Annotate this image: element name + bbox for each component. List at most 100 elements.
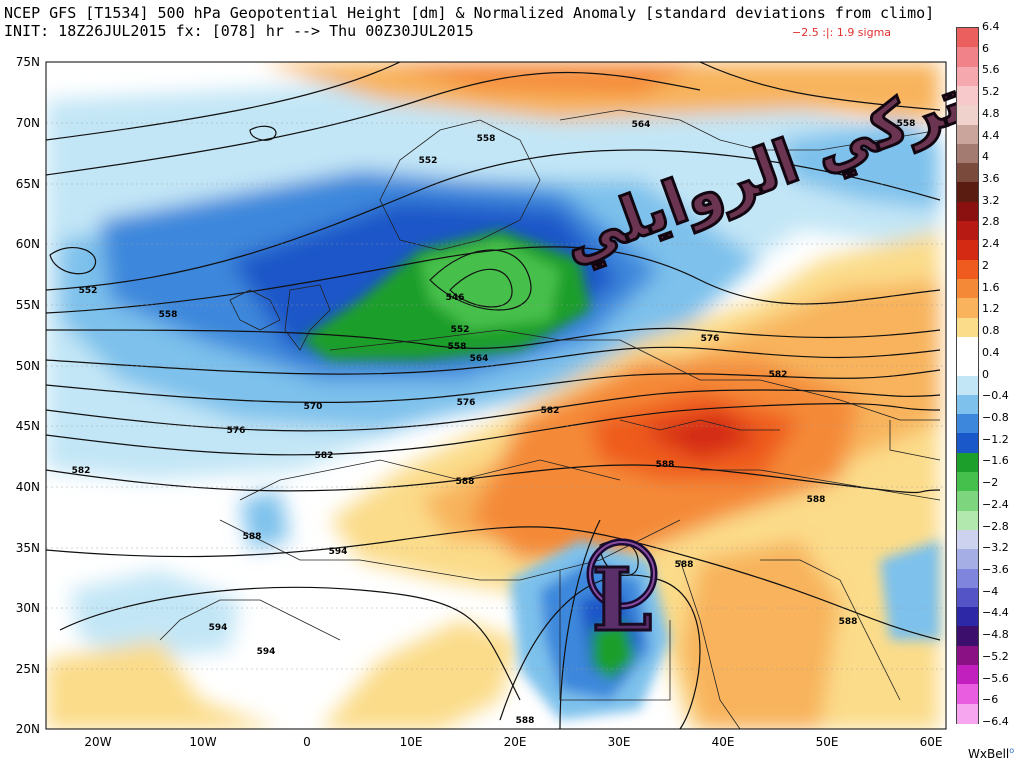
colorbar-label: −1.2 bbox=[982, 432, 1009, 446]
lat-label: 25N bbox=[16, 662, 40, 676]
lat-label: 55N bbox=[16, 298, 40, 312]
colorbar-label: 0.4 bbox=[982, 345, 1000, 359]
contour-label: 552 bbox=[79, 286, 98, 296]
colorbar-label: −0.4 bbox=[982, 389, 1009, 403]
colorbar-label: −5.6 bbox=[982, 671, 1009, 685]
colorbar-swatch bbox=[957, 433, 978, 454]
contour-label: 564 bbox=[470, 354, 489, 364]
colorbar-label: −2 bbox=[982, 476, 999, 490]
contour-label: 588 bbox=[656, 460, 675, 470]
colorbar-label: −3.2 bbox=[982, 541, 1009, 555]
colorbar-label: 5.2 bbox=[982, 85, 1000, 99]
contour-label: 546 bbox=[446, 293, 465, 303]
contour-label: 588 bbox=[839, 617, 858, 627]
contour-label: 558 bbox=[477, 134, 496, 144]
colorbar-label: 1.2 bbox=[982, 302, 1000, 316]
lat-label: 70N bbox=[16, 116, 40, 130]
contour-label: 582 bbox=[315, 451, 334, 461]
contour-label: 588 bbox=[243, 532, 262, 542]
colorbar-label: −6 bbox=[982, 693, 999, 707]
contour-label: 558 bbox=[448, 342, 467, 352]
colorbar-label: −4.8 bbox=[982, 628, 1009, 642]
contour-label: 570 bbox=[304, 402, 323, 412]
lon-label: 20E bbox=[504, 735, 527, 749]
colorbar-swatch bbox=[957, 201, 978, 222]
lat-label: 45N bbox=[16, 419, 40, 433]
colorbar-swatch bbox=[957, 182, 978, 203]
colorbar-label: −4 bbox=[982, 584, 999, 598]
colorbar-label: 4 bbox=[982, 150, 989, 164]
low-pressure-marker: L bbox=[586, 538, 658, 653]
colorbar-label: 0 bbox=[982, 367, 989, 381]
colorbar-swatch bbox=[957, 491, 978, 512]
brand-logo: WxBello bbox=[968, 746, 1015, 761]
contour-label: 582 bbox=[72, 466, 91, 476]
colorbar-label: 2.8 bbox=[982, 215, 1000, 229]
colorbar-label: 5.6 bbox=[982, 63, 1000, 77]
contour-label: 582 bbox=[541, 406, 560, 416]
chart-title-line2: INIT: 18Z26JUL2015 fx: [078] hr --> Thu … bbox=[4, 22, 474, 40]
colorbar-swatch bbox=[957, 336, 978, 357]
contour-label: 558 bbox=[897, 119, 916, 129]
colorbar-swatch bbox=[957, 607, 978, 628]
contour-label: 594 bbox=[329, 547, 348, 557]
colorbar-swatch bbox=[957, 375, 978, 396]
colorbar-label: −4.4 bbox=[982, 606, 1009, 620]
sigma-range: −2.5 :|: 1.9 sigma bbox=[792, 26, 892, 39]
colorbar-label: −6.4 bbox=[982, 715, 1009, 728]
contour-label: 594 bbox=[209, 623, 228, 633]
colorbar-swatch bbox=[957, 529, 978, 550]
colorbar-label: 2.4 bbox=[982, 237, 1000, 251]
colorbar-label: 4.8 bbox=[982, 106, 1000, 120]
colorbar-swatch bbox=[957, 587, 978, 608]
colorbar-swatch bbox=[957, 665, 978, 685]
lon-label: 20W bbox=[84, 735, 111, 749]
colorbar-swatch bbox=[957, 317, 978, 338]
colorbar-swatch bbox=[957, 143, 978, 164]
colorbar-swatch bbox=[957, 703, 978, 724]
lon-label: 60E bbox=[920, 735, 943, 749]
colorbar-label: 4.4 bbox=[982, 128, 1000, 142]
colorbar-label: 6 bbox=[982, 41, 989, 55]
colorbar-swatch bbox=[957, 414, 978, 434]
contour-label: 588 bbox=[456, 477, 475, 487]
lon-label: 10E bbox=[400, 735, 423, 749]
colorbar-swatch bbox=[957, 684, 978, 705]
contour-label: 588 bbox=[516, 716, 535, 726]
lat-label: 40N bbox=[16, 480, 40, 494]
lon-label: 50E bbox=[816, 735, 839, 749]
lat-label: 75N bbox=[16, 55, 40, 69]
contour-label: 588 bbox=[807, 495, 826, 505]
colorbar-swatch bbox=[957, 510, 978, 531]
colorbar-label: 2 bbox=[982, 258, 989, 272]
colorbar-swatch bbox=[957, 645, 978, 666]
lat-label: 20N bbox=[16, 722, 40, 736]
colorbar-swatch bbox=[957, 85, 978, 106]
colorbar-swatch bbox=[957, 568, 978, 589]
chart-title-line1: NCEP GFS [T1534] 500 hPa Geopotential He… bbox=[4, 4, 935, 22]
colorbar-swatch bbox=[957, 221, 978, 241]
lon-label: 30E bbox=[608, 735, 631, 749]
colorbar-swatch bbox=[957, 240, 978, 261]
contour-label: 552 bbox=[419, 156, 438, 166]
colorbar-swatch bbox=[957, 278, 978, 299]
colorbar-label: 3.2 bbox=[982, 193, 1000, 207]
colorbar-swatch bbox=[957, 259, 978, 280]
colorbar-label: −2.8 bbox=[982, 519, 1009, 533]
colorbar-swatch bbox=[957, 452, 978, 473]
contour-label: 576 bbox=[227, 426, 246, 436]
lat-label: 30N bbox=[16, 601, 40, 615]
svg-text:L: L bbox=[592, 550, 652, 651]
lat-label: 35N bbox=[16, 541, 40, 555]
contour-label: 564 bbox=[632, 120, 651, 130]
colorbar-label: −3.6 bbox=[982, 562, 1009, 576]
colorbar-swatch bbox=[957, 626, 978, 647]
contour-label: 582 bbox=[769, 370, 788, 380]
lon-label: 10W bbox=[189, 735, 216, 749]
colorbar-swatch bbox=[957, 298, 978, 319]
colorbar-swatch bbox=[957, 66, 978, 87]
colorbar-label: 3.6 bbox=[982, 172, 1000, 186]
colorbar-label: −1.6 bbox=[982, 454, 1009, 468]
colorbar-swatch bbox=[957, 28, 978, 48]
